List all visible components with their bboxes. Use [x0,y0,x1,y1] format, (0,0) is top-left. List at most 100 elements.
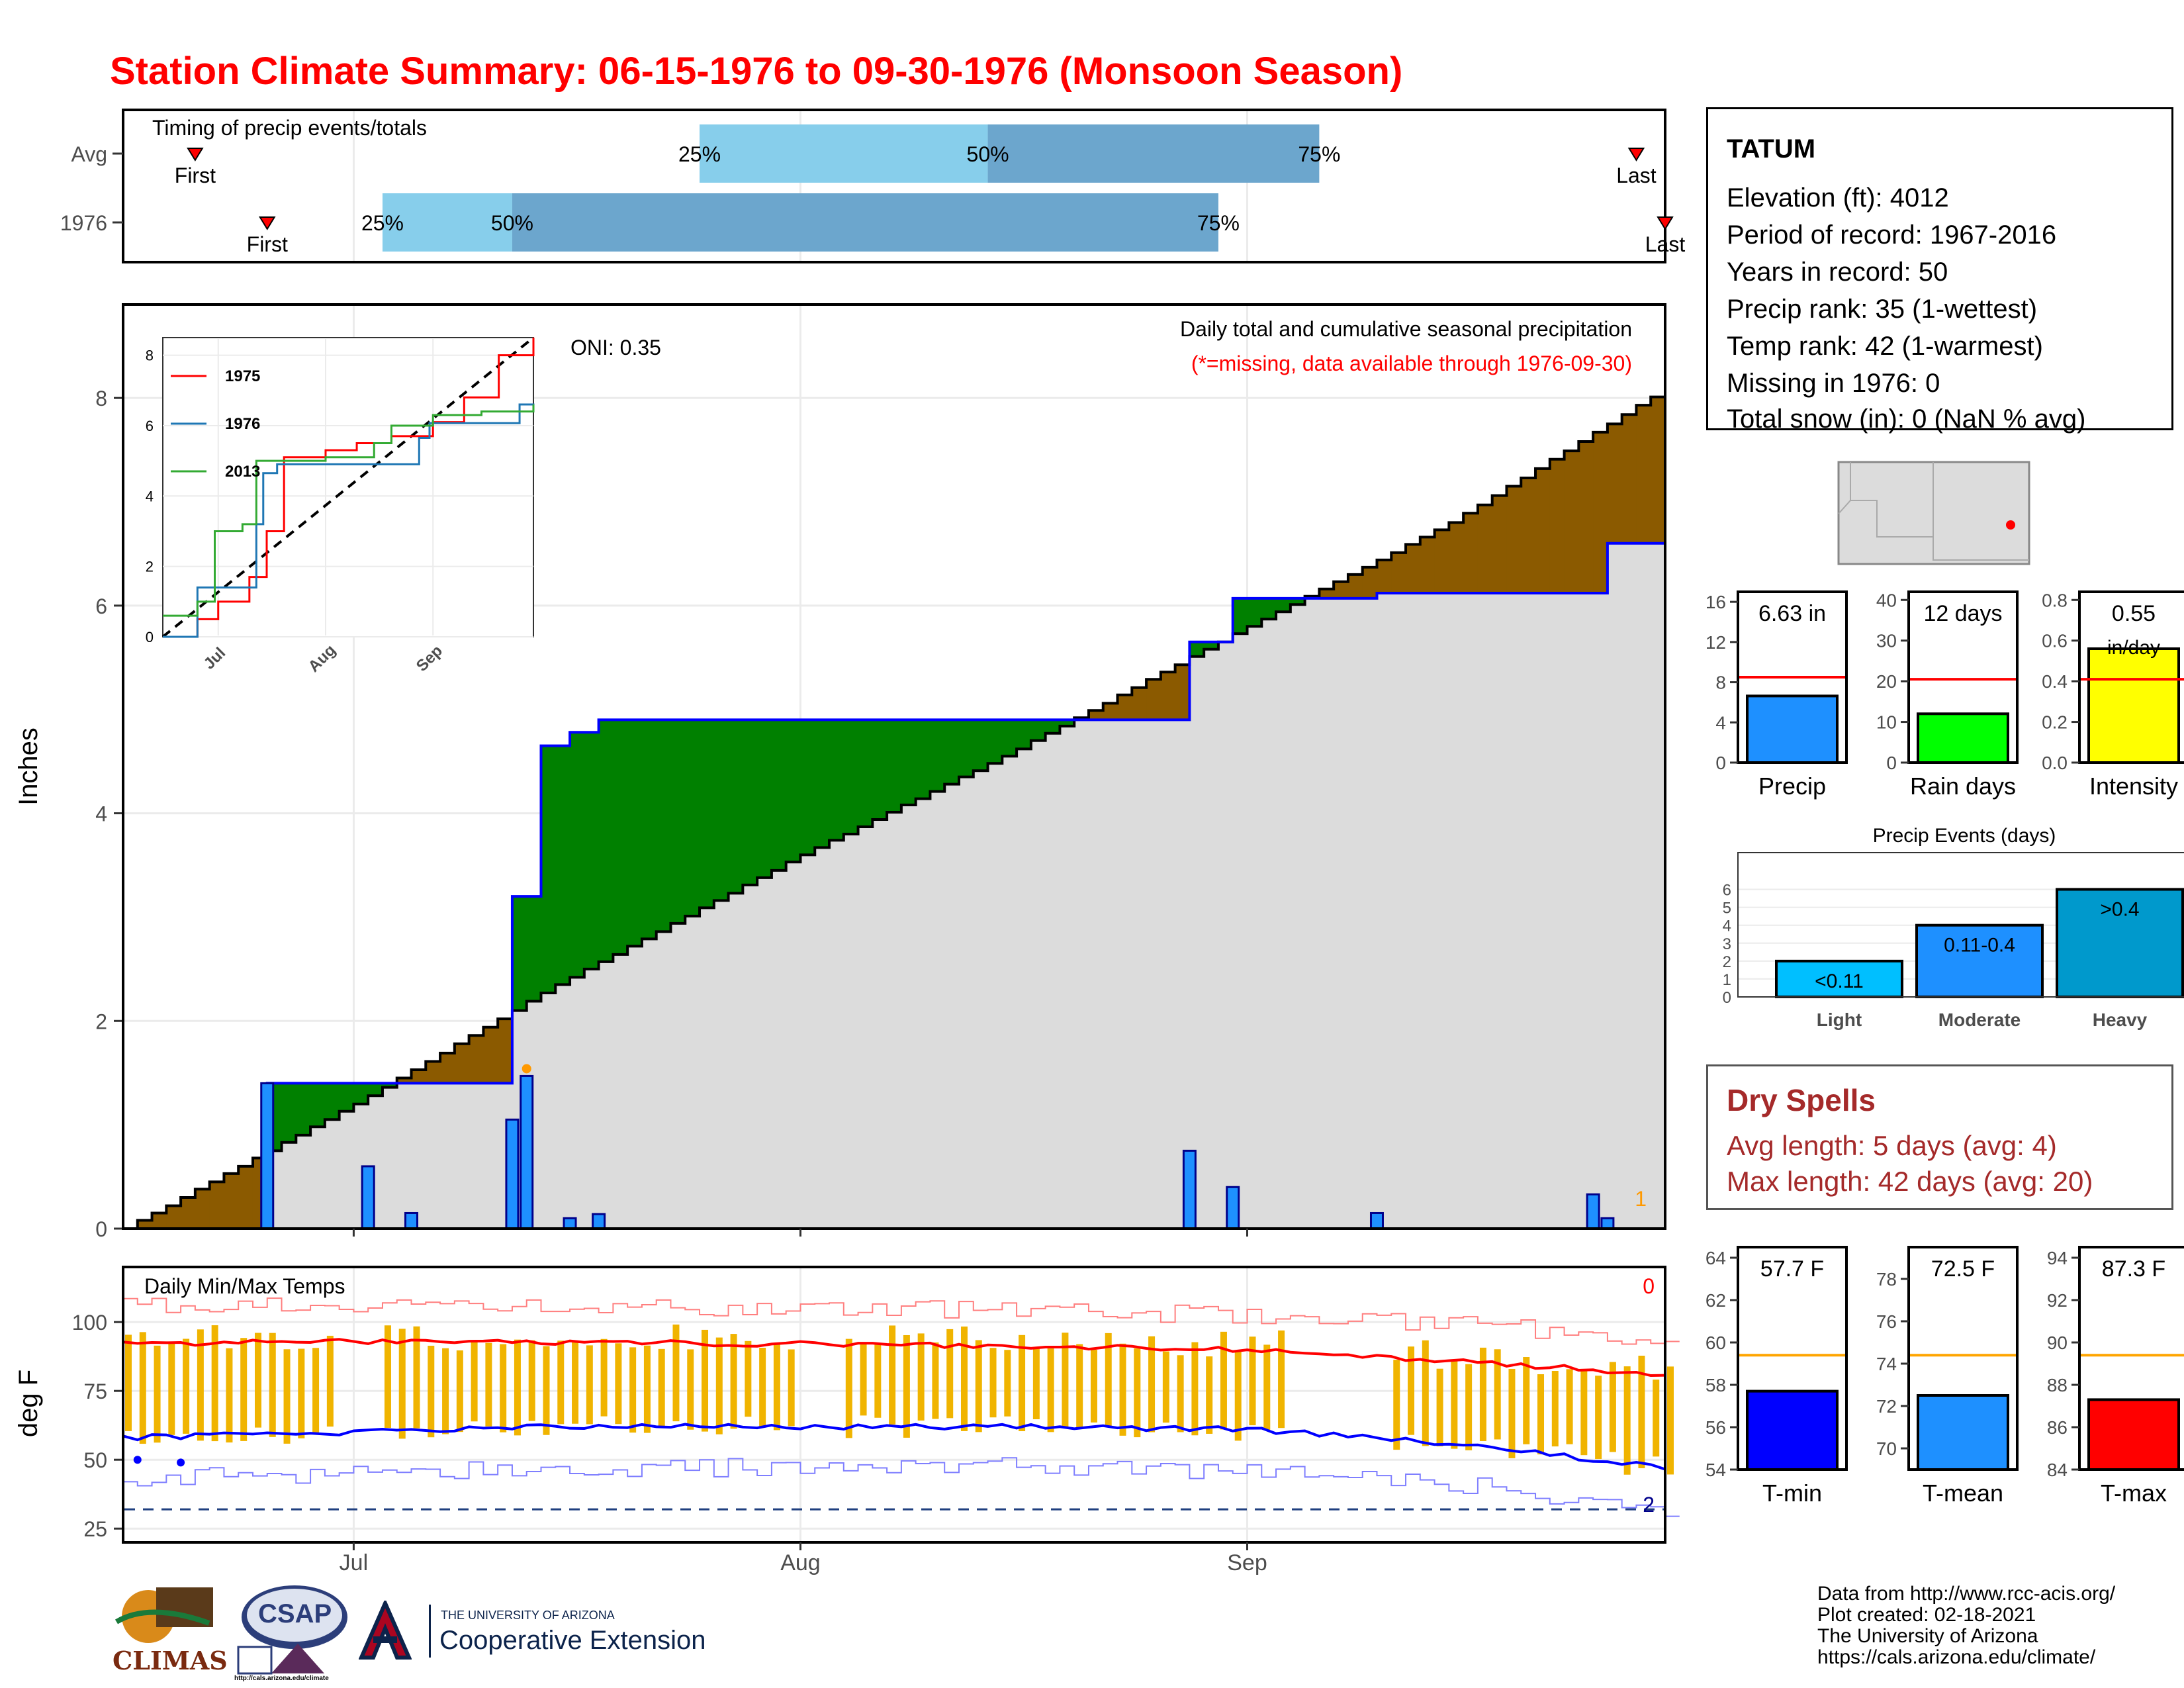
avg-base-fill [901,805,917,1229]
daily-temp-range-bar [715,1337,723,1434]
inset-legend-label: 1976 [225,415,260,433]
daily-precip-bar [1226,1186,1240,1230]
precip-ytick-label: 8 [95,387,107,410]
avg-base-fill [310,1127,326,1229]
avg-base-fill [570,977,585,1229]
avg-base-fill [1521,593,1536,1229]
timing-first-label: First [247,232,288,256]
temp-bar-0-ytick-label: 58 [1706,1375,1726,1395]
timing-panel-label: Timing of precip events/totals [152,116,427,140]
avg-base-fill [584,968,600,1229]
daily-temp-range-bar [1393,1360,1400,1450]
below-avg-fill [584,732,600,969]
daily-temp-range-bar [1191,1342,1199,1436]
precip-header: Daily total and cumulative seasonal prec… [1180,317,1632,341]
daily-temp-range-bar [989,1348,997,1418]
daily-precip-bar [1586,1193,1600,1230]
credit-data: Data from http://www.rcc-acis.org/ [1817,1583,2116,1605]
avg-base-fill [743,884,758,1229]
daily-temp-range-bar [125,1335,132,1431]
temp-bar-0-ytick-label: 64 [1706,1248,1726,1268]
avg-base-fill [1232,633,1248,1229]
avg-base-fill [1030,740,1046,1229]
daily-temp-range-bar [932,1342,939,1419]
timing-first-marker [258,216,276,230]
avg-base-fill [1564,593,1579,1229]
inset-series-line [163,403,535,638]
avg-base-fill [641,939,657,1229]
below-avg-fill [973,720,989,771]
above-avg-fill [411,1070,426,1084]
below-avg-fill [1060,720,1075,726]
precip-events-ytick-label: 2 [1723,953,1731,971]
below-avg-fill [887,720,902,813]
daily-temp-range-bar [1105,1333,1112,1427]
daily-temp-range-bar [730,1334,737,1429]
daily-temp-range-bar [500,1344,507,1432]
timing-row-label: Avg [71,142,107,166]
avg-base-fill [1578,593,1594,1229]
daily-temp-range-bar [384,1325,391,1429]
precip-events-category: Light [1817,1009,1862,1030]
below-avg-fill [858,720,873,827]
daily-temp-range-bar [889,1325,896,1425]
above-avg-fill [1607,424,1623,543]
avg-base-fill [1420,593,1435,1229]
inset-series-line [163,404,535,617]
above-avg-fill [181,1197,196,1229]
daily-precip-bar [520,1074,534,1230]
below-avg-fill [570,732,585,978]
daily-temp-range-bar [946,1329,954,1419]
daily-precip-max-marker [522,1064,531,1074]
summary-0-ytick-label: 0 [1715,753,1726,773]
below-avg-fill [1247,598,1262,627]
csap-url: http://cals.arizona.edu/climate [234,1675,329,1682]
locator-map [1837,461,2030,565]
timing-last-label: Last [1616,164,1657,187]
above-avg-fill [1377,559,1392,594]
station-snow: Total snow (in): 0 (NaN % avg) [1727,404,2086,434]
precip-events-ytick-label: 6 [1723,882,1731,900]
above-avg-fill [498,1019,513,1084]
above-avg-fill [1621,414,1637,543]
daily-temp-range-bar [1479,1347,1486,1441]
missing-min-marker [177,1458,185,1467]
below-avg-fill [872,720,887,820]
daily-precip-bar [1600,1217,1615,1230]
timing-last-marker [1627,148,1645,162]
station-temp-rank: Temp rank: 42 (1-warmest) [1727,332,2043,361]
temp-ytick-label: 50 [83,1448,107,1472]
daily-temp-range-bar [1580,1368,1588,1456]
daily-temp-range-bar [1508,1368,1516,1458]
daily-temp-range-bar [1206,1356,1213,1434]
daily-temp-range-bar [1162,1351,1169,1423]
avg-base-fill [1449,593,1464,1229]
daily-temp-range-bar [917,1333,925,1421]
daily-temp-range-bar [283,1349,291,1444]
below-avg-fill [512,896,527,1011]
below-avg-fill [353,1083,369,1104]
avg-base-fill [800,855,815,1229]
below-avg-fill [526,896,541,1002]
above-avg-fill [1636,405,1651,543]
temp-bar-0-bar [1746,1389,1839,1471]
dry-spells-max: Max length: 42 days (avg: 20) [1727,1166,2093,1197]
avg-base-fill [858,826,873,1229]
above-avg-fill [1521,477,1536,594]
below-avg-fill [641,720,657,939]
below-avg-fill [541,745,556,993]
precip-events-ytick-label: 0 [1723,989,1731,1007]
csap-emblem [237,1585,347,1675]
below-avg-fill [382,1083,398,1088]
above-avg-fill [1506,486,1522,594]
below-avg-fill [700,720,715,908]
daily-temp-range-bar [586,1345,593,1425]
avg-base-fill [1621,543,1637,1229]
daily-temp-range-bar [1119,1343,1126,1436]
above-avg-fill [152,1213,167,1229]
temp-bar-2-value-label: 87.3 F [2102,1256,2165,1282]
daily-temp-range-bar [1148,1336,1156,1432]
climas-emblem [114,1587,213,1643]
precip-ytick-label: 4 [95,802,107,826]
daily-temp-range-bar [960,1326,968,1431]
